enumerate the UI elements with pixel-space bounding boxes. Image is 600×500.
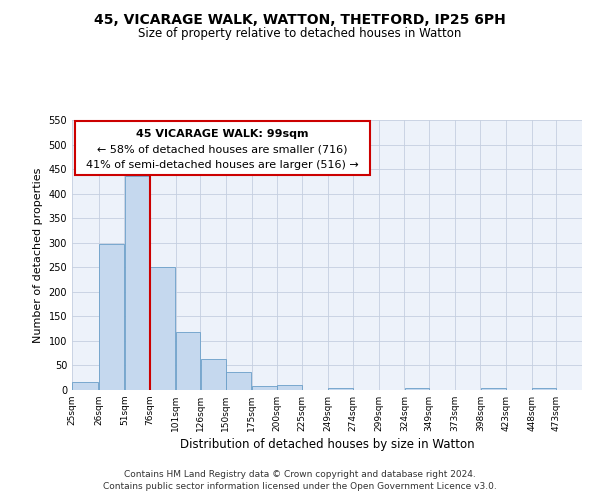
Text: Size of property relative to detached houses in Watton: Size of property relative to detached ho…: [139, 28, 461, 40]
Text: 45 VICARAGE WALK: 99sqm: 45 VICARAGE WALK: 99sqm: [136, 130, 309, 140]
Bar: [328, 388, 353, 390]
Bar: [150, 267, 175, 390]
Text: 45, VICARAGE WALK, WATTON, THETFORD, IP25 6PH: 45, VICARAGE WALK, WATTON, THETFORD, IP2…: [94, 12, 506, 26]
Bar: [252, 386, 277, 390]
Bar: [405, 388, 429, 390]
Bar: [200, 359, 226, 390]
Bar: [532, 388, 556, 390]
Bar: [226, 372, 251, 390]
X-axis label: Distribution of detached houses by size in Watton: Distribution of detached houses by size …: [179, 438, 475, 451]
Text: Contains public sector information licensed under the Open Government Licence v3: Contains public sector information licen…: [103, 482, 497, 491]
Bar: [481, 388, 506, 390]
Bar: [125, 176, 150, 390]
Bar: [72, 382, 98, 390]
Y-axis label: Number of detached properties: Number of detached properties: [33, 168, 43, 342]
Text: ← 58% of detached houses are smaller (716): ← 58% of detached houses are smaller (71…: [97, 145, 348, 155]
FancyBboxPatch shape: [74, 122, 370, 176]
Text: Contains HM Land Registry data © Crown copyright and database right 2024.: Contains HM Land Registry data © Crown c…: [124, 470, 476, 479]
Text: 41% of semi-detached houses are larger (516) →: 41% of semi-detached houses are larger (…: [86, 160, 359, 170]
Bar: [176, 332, 200, 390]
Bar: [277, 384, 302, 390]
Bar: [99, 244, 124, 390]
